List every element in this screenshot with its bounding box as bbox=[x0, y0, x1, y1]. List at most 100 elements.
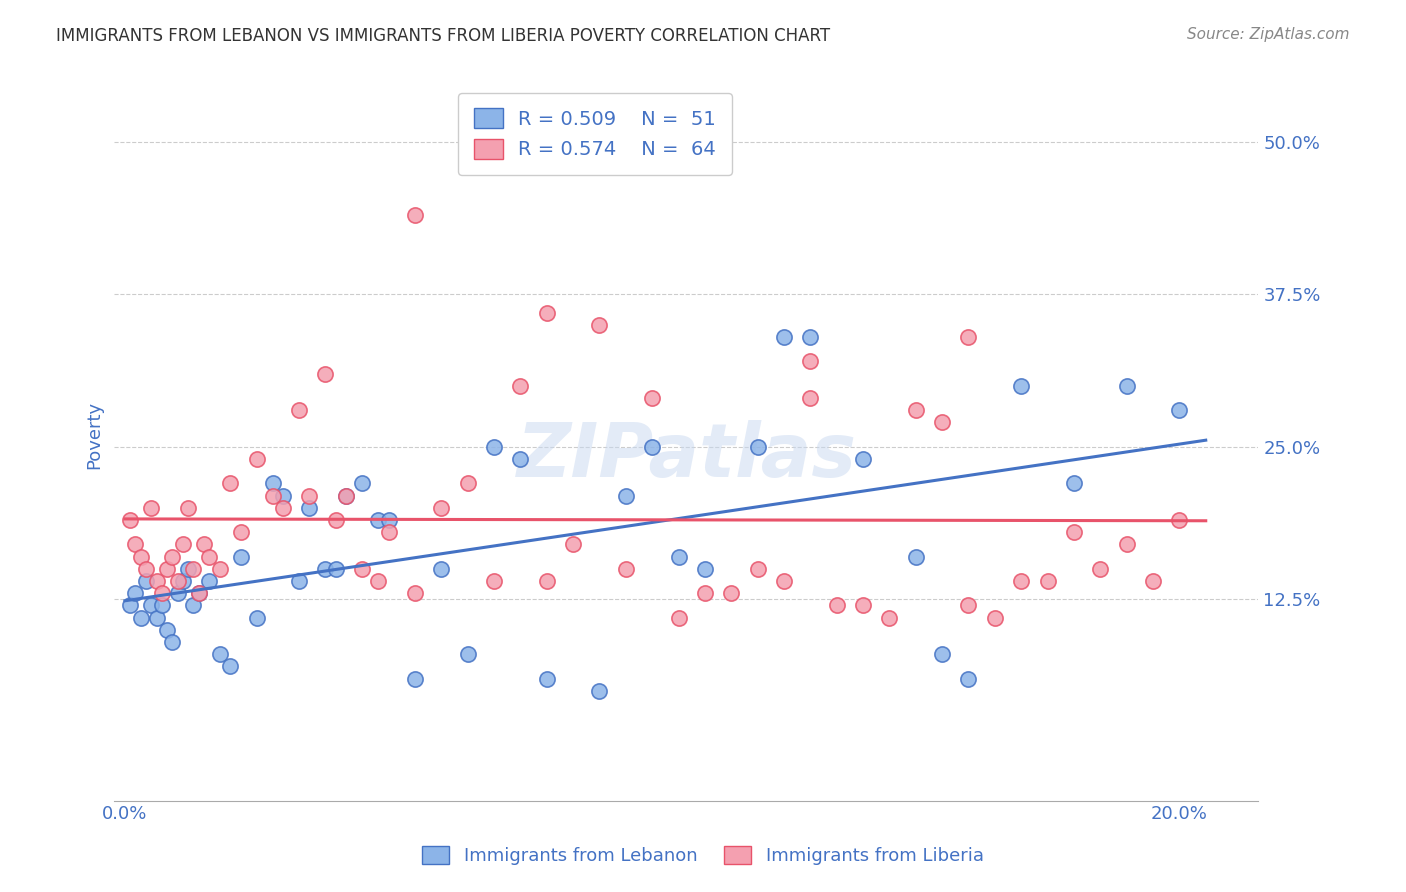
Point bbox=[588, 683, 610, 698]
Point bbox=[162, 635, 184, 649]
Point bbox=[335, 489, 357, 503]
Point bbox=[404, 208, 426, 222]
Point bbox=[614, 562, 637, 576]
Point bbox=[208, 647, 231, 661]
Point bbox=[135, 562, 157, 576]
Point bbox=[288, 574, 311, 588]
Point bbox=[150, 586, 173, 600]
Point bbox=[124, 537, 146, 551]
Point bbox=[145, 574, 167, 588]
Point bbox=[129, 549, 152, 564]
Point bbox=[904, 549, 927, 564]
Y-axis label: Poverty: Poverty bbox=[86, 401, 103, 468]
Point bbox=[825, 599, 848, 613]
Point bbox=[219, 659, 242, 673]
Point bbox=[208, 562, 231, 576]
Point bbox=[150, 599, 173, 613]
Legend: Immigrants from Lebanon, Immigrants from Liberia: Immigrants from Lebanon, Immigrants from… bbox=[413, 837, 993, 874]
Point bbox=[641, 440, 664, 454]
Point bbox=[193, 537, 215, 551]
Point bbox=[509, 378, 531, 392]
Point bbox=[957, 599, 980, 613]
Point bbox=[1036, 574, 1059, 588]
Point bbox=[335, 489, 357, 503]
Point bbox=[177, 562, 200, 576]
Point bbox=[156, 623, 179, 637]
Point bbox=[799, 354, 821, 368]
Point bbox=[509, 452, 531, 467]
Point bbox=[430, 500, 453, 515]
Point bbox=[166, 574, 188, 588]
Point bbox=[229, 549, 252, 564]
Point bbox=[298, 500, 321, 515]
Point bbox=[271, 489, 294, 503]
Point bbox=[262, 476, 284, 491]
Point bbox=[271, 500, 294, 515]
Point bbox=[404, 586, 426, 600]
Point bbox=[367, 574, 389, 588]
Point bbox=[1168, 513, 1191, 527]
Point bbox=[773, 574, 796, 588]
Point bbox=[246, 610, 269, 624]
Point bbox=[246, 452, 269, 467]
Point bbox=[904, 403, 927, 417]
Point bbox=[325, 562, 347, 576]
Point bbox=[352, 476, 374, 491]
Point bbox=[747, 562, 769, 576]
Point bbox=[957, 330, 980, 344]
Point bbox=[641, 391, 664, 405]
Point bbox=[1063, 476, 1085, 491]
Point bbox=[229, 525, 252, 540]
Point bbox=[198, 574, 221, 588]
Point bbox=[166, 586, 188, 600]
Point bbox=[562, 537, 585, 551]
Point bbox=[288, 403, 311, 417]
Point bbox=[720, 586, 742, 600]
Point bbox=[1010, 574, 1032, 588]
Point bbox=[457, 647, 479, 661]
Point bbox=[352, 562, 374, 576]
Point bbox=[129, 610, 152, 624]
Text: Source: ZipAtlas.com: Source: ZipAtlas.com bbox=[1187, 27, 1350, 42]
Point bbox=[693, 586, 716, 600]
Point bbox=[262, 489, 284, 503]
Point bbox=[1168, 403, 1191, 417]
Point bbox=[430, 562, 453, 576]
Point bbox=[1142, 574, 1164, 588]
Point bbox=[120, 599, 142, 613]
Point bbox=[298, 489, 321, 503]
Point bbox=[198, 549, 221, 564]
Point bbox=[457, 476, 479, 491]
Point bbox=[852, 599, 875, 613]
Point bbox=[668, 549, 690, 564]
Point bbox=[120, 513, 142, 527]
Point bbox=[536, 574, 558, 588]
Point bbox=[141, 599, 163, 613]
Point bbox=[314, 367, 336, 381]
Point bbox=[219, 476, 242, 491]
Point bbox=[183, 599, 205, 613]
Point bbox=[482, 574, 505, 588]
Point bbox=[614, 489, 637, 503]
Point bbox=[177, 500, 200, 515]
Point bbox=[183, 562, 205, 576]
Point bbox=[1115, 537, 1137, 551]
Point bbox=[879, 610, 901, 624]
Point bbox=[799, 330, 821, 344]
Point bbox=[1063, 525, 1085, 540]
Point bbox=[536, 672, 558, 686]
Point bbox=[124, 586, 146, 600]
Point bbox=[1090, 562, 1112, 576]
Point bbox=[135, 574, 157, 588]
Point bbox=[931, 647, 953, 661]
Point bbox=[773, 330, 796, 344]
Text: ZIPatlas: ZIPatlas bbox=[516, 420, 856, 493]
Point bbox=[984, 610, 1007, 624]
Point bbox=[162, 549, 184, 564]
Point bbox=[747, 440, 769, 454]
Point bbox=[187, 586, 209, 600]
Point bbox=[588, 318, 610, 332]
Point bbox=[693, 562, 716, 576]
Point bbox=[668, 610, 690, 624]
Point bbox=[314, 562, 336, 576]
